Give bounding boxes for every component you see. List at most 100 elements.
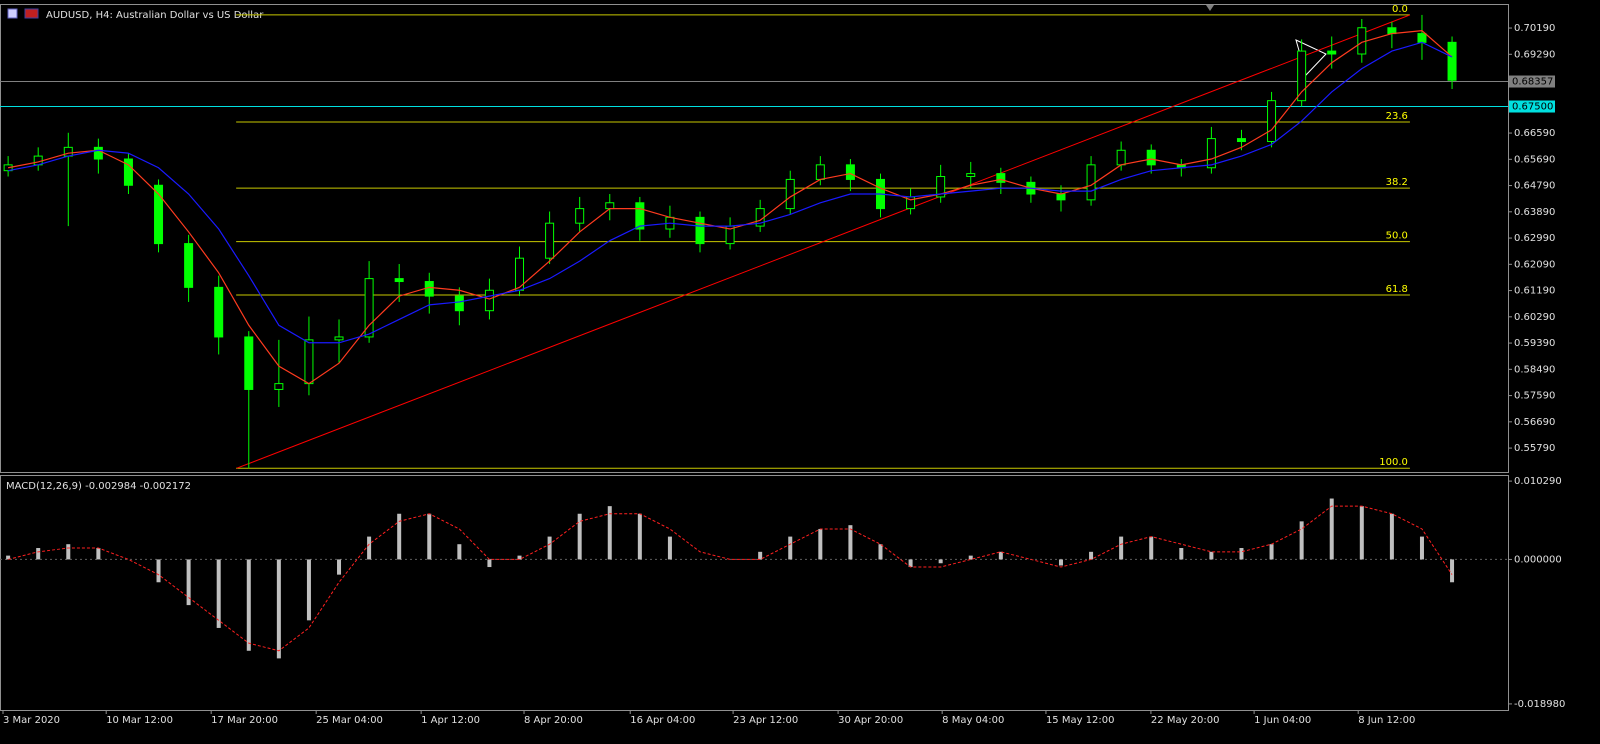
candle-body <box>1086 164 1096 201</box>
candle-body <box>936 176 946 198</box>
fib-label: 23.6 <box>1386 111 1408 122</box>
candle-body <box>123 158 133 186</box>
macd-bar <box>908 559 913 568</box>
y-tick-label: 0.57590 <box>1514 391 1555 402</box>
trendline <box>236 14 1411 469</box>
macd-bar <box>397 513 402 560</box>
candle-body <box>1327 50 1337 55</box>
x-tick-label: 22 May 20:00 <box>1151 715 1220 726</box>
macd-title: MACD(12,26,9) -0.002984 -0.002172 <box>6 481 191 492</box>
y-tick-label: 0.62990 <box>1514 233 1555 244</box>
macd-bar <box>1329 498 1334 560</box>
candle-body <box>1357 27 1367 55</box>
candle-body <box>1297 50 1307 102</box>
macd-bar <box>1450 559 1455 583</box>
macd-bar <box>367 536 372 560</box>
x-tick-label: 8 Apr 20:00 <box>524 715 583 726</box>
y-tick-label: 0.70190 <box>1514 23 1555 34</box>
macd-bar <box>1419 536 1424 560</box>
macd-bar <box>547 536 552 560</box>
candle-body <box>845 164 855 180</box>
y-tick-label: 0.55790 <box>1514 443 1555 454</box>
y-tick-label: 0.000000 <box>1514 554 1562 565</box>
macd-bar <box>337 559 342 575</box>
y-tick-label: 0.63890 <box>1514 207 1555 218</box>
candle-body <box>454 295 464 312</box>
macd-bar <box>517 555 522 560</box>
price-label: 0.68357 <box>1512 77 1553 88</box>
y-tick-label: 0.60290 <box>1514 312 1555 323</box>
macd-bar <box>6 555 11 560</box>
candle-body <box>484 289 494 312</box>
fib-label: 0.0 <box>1392 4 1408 15</box>
y-tick-label: 0.69290 <box>1514 49 1555 60</box>
moving-average <box>8 30 1453 385</box>
macd-bar <box>156 559 161 583</box>
macd-bar <box>1389 513 1394 560</box>
macd-bar <box>577 513 582 560</box>
macd-bar <box>607 506 612 560</box>
x-tick-label: 17 Mar 20:00 <box>211 715 278 726</box>
signal-line <box>7 505 1453 652</box>
macd-bar <box>1299 521 1304 560</box>
candle-body <box>63 146 73 157</box>
macd-bar <box>637 513 642 560</box>
macd-bar <box>758 551 763 560</box>
macd-bar <box>1179 548 1184 560</box>
macd-bar <box>216 559 221 628</box>
candle-body <box>605 202 615 210</box>
macd-bar <box>1239 548 1244 560</box>
candle-body <box>394 278 404 283</box>
macd-bar <box>246 559 251 651</box>
candle-body <box>93 146 103 160</box>
macd-bar <box>667 536 672 560</box>
candle-body <box>1387 27 1397 35</box>
fib-label: 38.2 <box>1386 177 1408 188</box>
x-tick-label: 8 May 04:00 <box>942 715 1004 726</box>
candle-body <box>244 336 254 390</box>
moving-average <box>8 41 1453 344</box>
candle-body <box>996 173 1006 183</box>
candle-body <box>1417 33 1427 43</box>
macd-bar <box>276 559 281 659</box>
candle-body <box>1056 193 1066 201</box>
macd-bar <box>788 536 793 560</box>
price-label: 0.67500 <box>1512 102 1553 113</box>
candle-body <box>364 278 374 338</box>
macd-bar <box>1058 559 1063 566</box>
y-tick-label: -0.018980 <box>1514 699 1565 710</box>
candle-body <box>545 222 555 259</box>
symbol-icon <box>7 8 18 19</box>
candle-body <box>184 243 194 288</box>
x-tick-label: 25 Mar 04:00 <box>316 715 383 726</box>
macd-bar <box>1089 551 1094 560</box>
macd-bar <box>998 551 1003 560</box>
x-tick-label: 16 Apr 04:00 <box>630 715 695 726</box>
y-tick-label: 0.62090 <box>1514 259 1555 270</box>
shift-marker <box>1206 5 1214 11</box>
macd-bar <box>36 548 41 560</box>
x-tick-label: 23 Apr 12:00 <box>733 715 798 726</box>
candle-body <box>304 339 314 385</box>
macd-bar <box>1269 544 1274 560</box>
candle-body <box>1206 138 1216 169</box>
candle-body <box>214 286 224 338</box>
candle-body <box>274 383 284 390</box>
macd-bar <box>306 559 311 621</box>
macd-bar <box>968 555 973 560</box>
candle-body <box>1146 149 1156 166</box>
y-tick-label: 0.56690 <box>1514 417 1555 428</box>
candle-body <box>1447 41 1457 81</box>
macd-bar <box>1359 506 1364 560</box>
candle-body <box>785 178 795 210</box>
candle-body <box>1116 149 1126 166</box>
macd-bar <box>487 559 492 568</box>
chart-title: AUDUSD, H4: Australian Dollar vs US Doll… <box>46 10 264 21</box>
candle-body <box>695 216 705 245</box>
candle-body <box>815 164 825 180</box>
x-tick-label: 30 Apr 20:00 <box>838 715 903 726</box>
fib-label: 100.0 <box>1379 457 1408 468</box>
candle-body <box>1236 138 1246 143</box>
